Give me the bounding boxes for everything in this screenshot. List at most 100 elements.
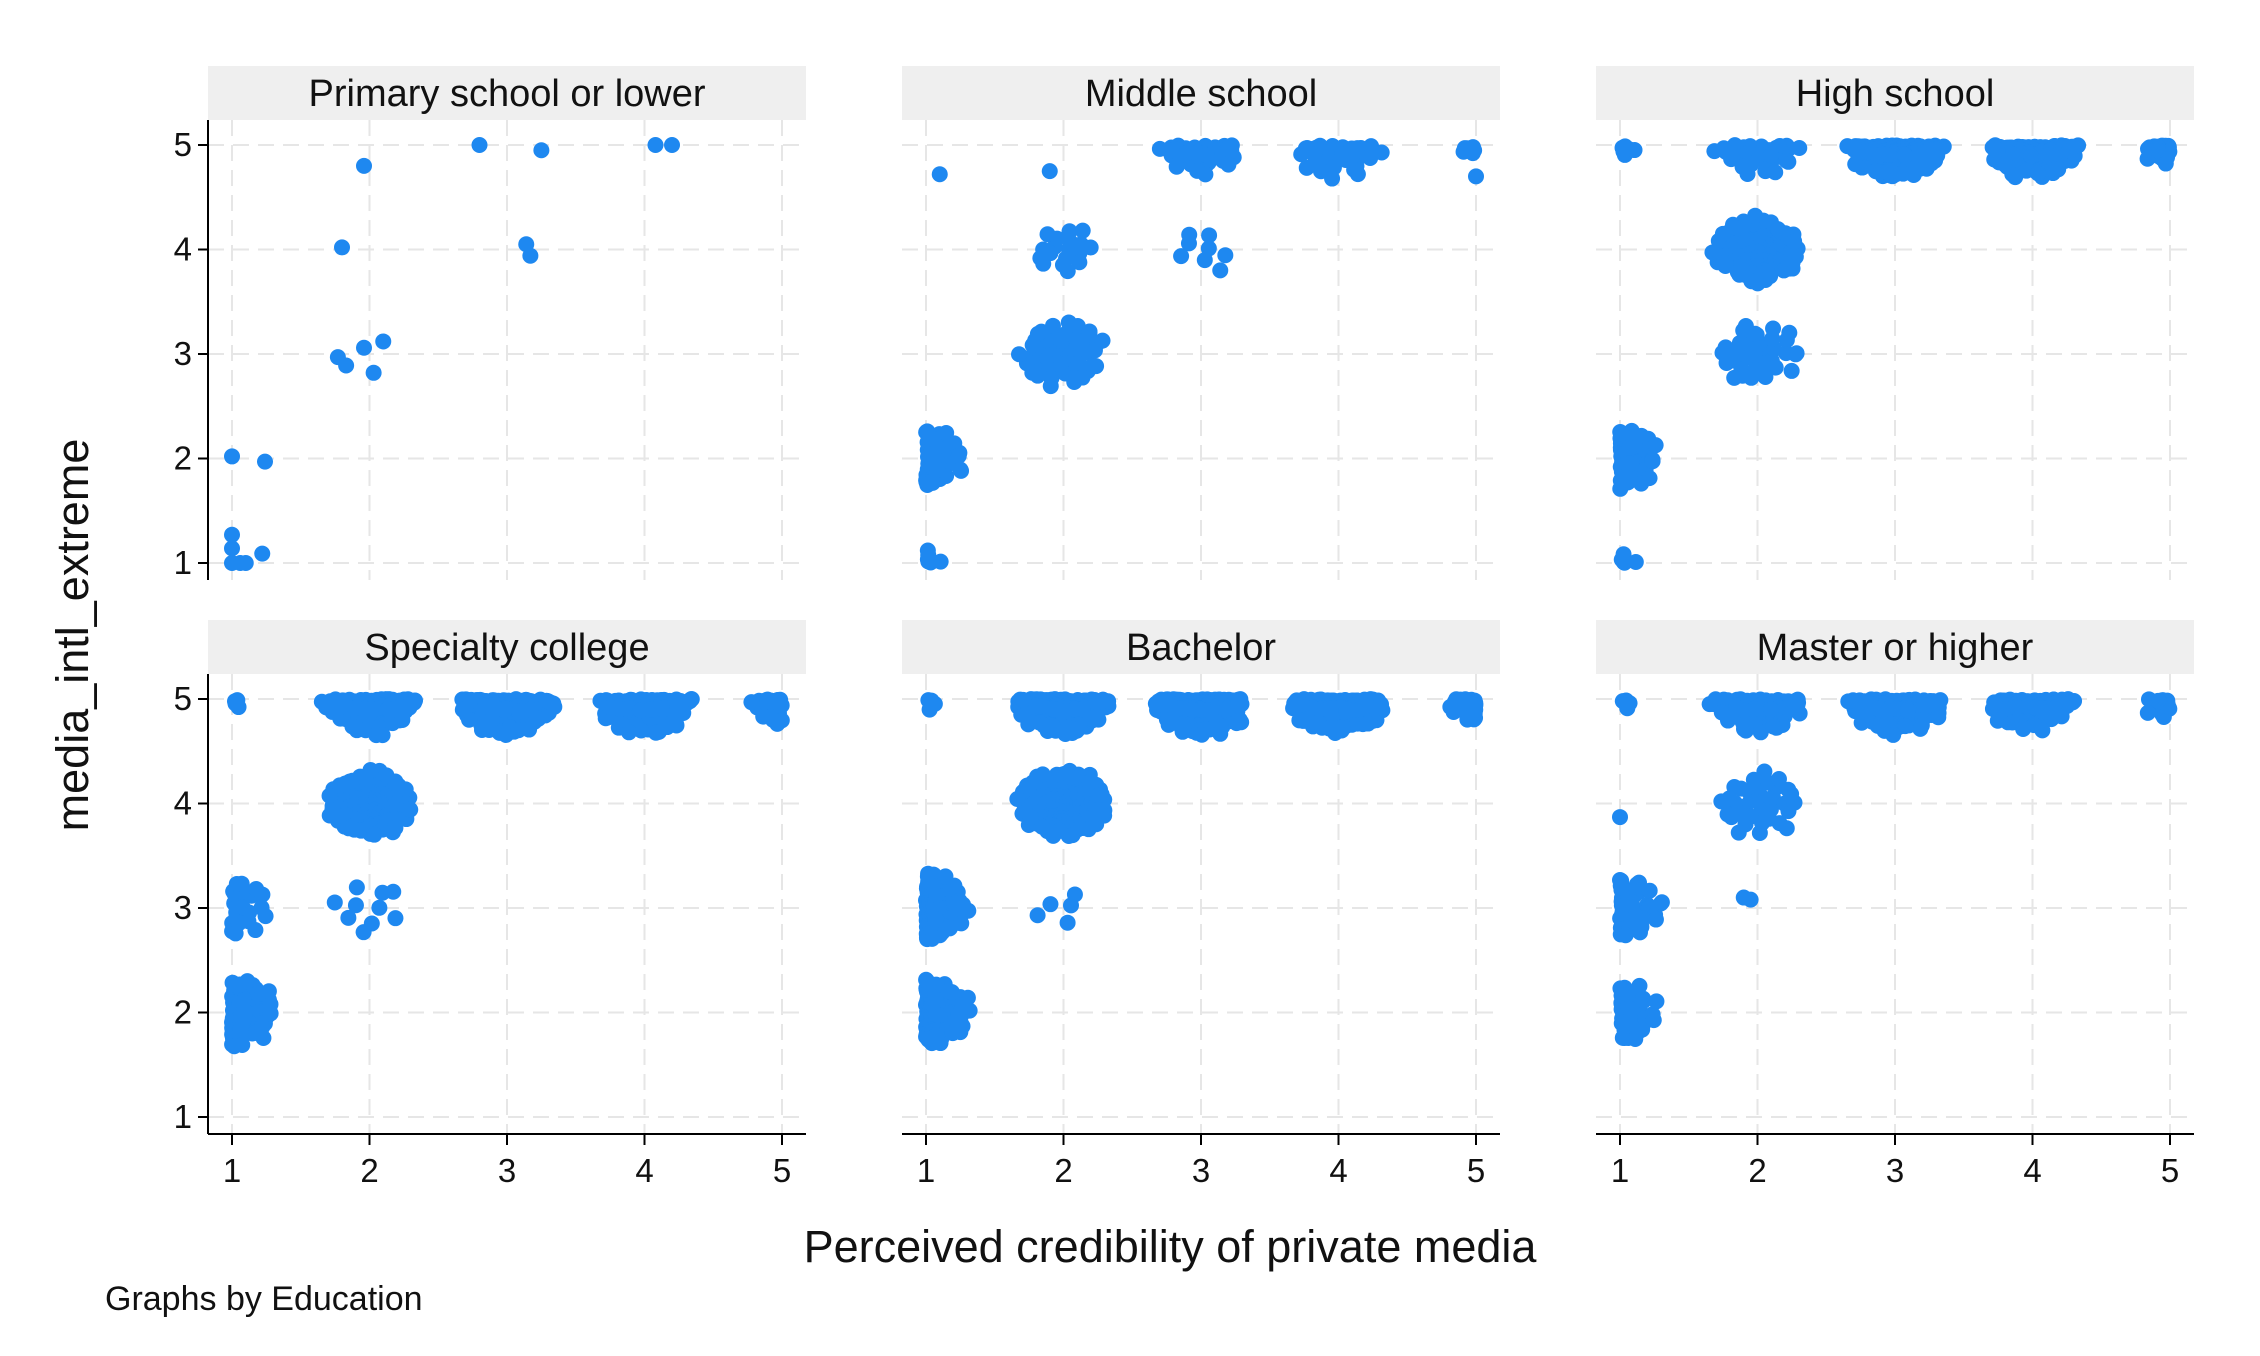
scatter-point xyxy=(1615,554,1632,571)
scatter-point xyxy=(1020,716,1037,733)
panel-strip xyxy=(208,66,806,120)
scatter-point xyxy=(959,989,976,1006)
scatter-point xyxy=(533,142,550,159)
scatter-point xyxy=(1865,699,1882,716)
scatter-point xyxy=(510,722,527,739)
scatter-point xyxy=(344,772,361,789)
scatter-point xyxy=(931,166,948,183)
scatter-point xyxy=(1060,314,1077,331)
scatter-point xyxy=(1781,324,1798,341)
panel-2: Middle school xyxy=(902,66,1500,580)
scatter-point xyxy=(1713,704,1730,721)
scatter-point xyxy=(255,1029,272,1046)
scatter-point xyxy=(1015,691,1032,708)
scatter-point xyxy=(1468,168,1484,185)
scatter-point xyxy=(937,868,954,885)
scatter-point xyxy=(385,883,402,900)
scatter-point xyxy=(1912,720,1929,737)
scatter-point xyxy=(953,915,970,932)
scatter-point xyxy=(1879,702,1896,719)
scatter-point xyxy=(1896,147,1913,164)
scatter-point xyxy=(2070,137,2087,154)
scatter-point xyxy=(1718,143,1735,160)
scatter-point xyxy=(1024,364,1041,381)
scatter-point xyxy=(1848,142,1865,159)
panel-1: Primary school or lower 1 2 3 4 5 xyxy=(174,66,806,581)
scatter-point xyxy=(247,922,264,939)
scatter-point xyxy=(1633,475,1650,492)
scatter-point xyxy=(346,821,363,838)
scatter-point xyxy=(334,239,350,256)
scatter-point xyxy=(1233,714,1250,731)
scatter-point xyxy=(1635,990,1652,1007)
scatter-point xyxy=(1612,809,1628,826)
scatter-point xyxy=(764,711,781,728)
scatter-point xyxy=(375,333,392,350)
scatter-point xyxy=(2030,165,2047,182)
scatter-point xyxy=(1034,766,1051,783)
scatter-point xyxy=(355,924,372,941)
scatter-point xyxy=(366,826,383,843)
scatter-point xyxy=(1220,156,1237,173)
scatter-point xyxy=(928,976,945,993)
scatter-point xyxy=(1885,726,1902,743)
scatter-point xyxy=(371,899,388,916)
scatter-point xyxy=(362,762,379,779)
scatter-point xyxy=(1151,140,1168,157)
scatter-point xyxy=(1783,362,1800,379)
scatter-point xyxy=(1989,712,2006,729)
scatter-point xyxy=(406,694,423,711)
scatter-point xyxy=(224,540,240,557)
scatter-point xyxy=(2022,147,2039,164)
scatter-point xyxy=(653,700,670,717)
scatter-point xyxy=(401,801,418,818)
y-tick-label: 4 xyxy=(174,231,192,268)
scatter-point xyxy=(397,781,414,798)
scatter-point xyxy=(1059,263,1076,280)
scatter-points xyxy=(918,137,1484,571)
scatter-point xyxy=(1089,708,1106,725)
scatter-point xyxy=(1627,554,1644,571)
scatter-point xyxy=(1734,158,1751,175)
panel-strip xyxy=(902,66,1500,120)
scatter-point xyxy=(1786,233,1803,250)
panel-title: Specialty college xyxy=(364,627,649,669)
scatter-point xyxy=(1465,711,1482,728)
scatter-point xyxy=(1022,809,1039,826)
scatter-point xyxy=(356,339,372,356)
scatter-point xyxy=(1726,779,1743,796)
panel-title: Primary school or lower xyxy=(309,73,706,115)
scatter-point xyxy=(1767,359,1784,376)
scatter-point xyxy=(522,247,539,264)
scatter-points xyxy=(1612,691,2178,1048)
scatter-point xyxy=(1737,318,1754,335)
panel-strip xyxy=(1596,66,2194,120)
scatter-point xyxy=(1338,701,1355,718)
scatter-point xyxy=(664,715,681,732)
scatter-point xyxy=(927,910,944,927)
scatter-point xyxy=(1644,453,1661,470)
scatter-point xyxy=(1713,793,1730,810)
scatter-point xyxy=(522,701,539,718)
scatter-point xyxy=(1061,223,1078,240)
x-tick-label: 1 xyxy=(917,1152,935,1189)
scatter-point xyxy=(924,930,941,947)
scatter-point xyxy=(762,694,779,711)
scatter-point xyxy=(1627,1031,1644,1048)
scatter-point xyxy=(1930,709,1947,726)
scatter-point xyxy=(1779,259,1796,276)
panel-title: High school xyxy=(1796,73,1995,115)
scatter-point xyxy=(385,701,402,718)
scatter-point xyxy=(1767,164,1784,181)
panel-title: Middle school xyxy=(1085,73,1317,115)
scatter-point xyxy=(919,423,936,440)
scatter-point xyxy=(1999,158,2016,175)
scatter-point xyxy=(365,364,382,381)
scatter-point xyxy=(1847,693,1864,710)
scatter-point xyxy=(1447,694,1464,711)
scatter-point xyxy=(950,447,967,464)
scatter-point xyxy=(1062,769,1079,786)
scatter-point xyxy=(471,137,488,153)
scatter-point xyxy=(1042,896,1059,913)
